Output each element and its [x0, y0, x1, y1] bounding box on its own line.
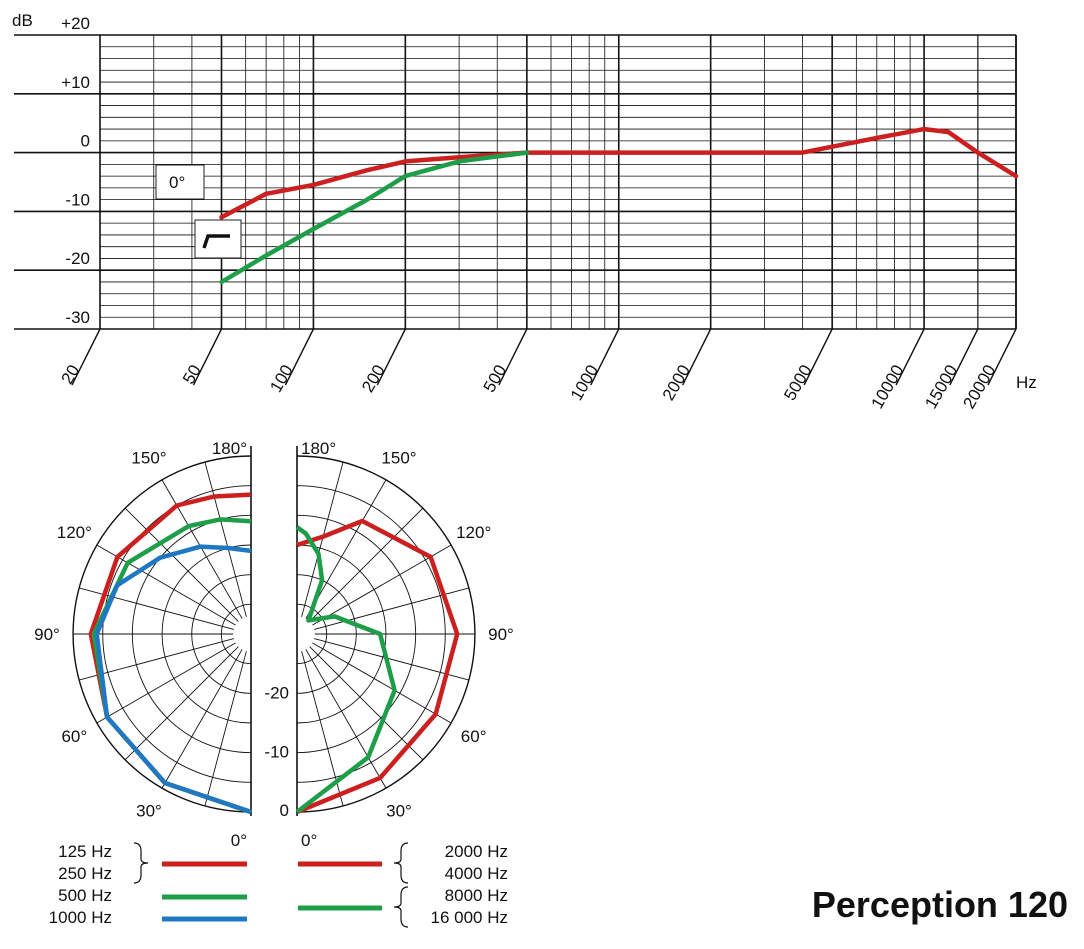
- x-tick-line: [71, 328, 101, 386]
- polar-spoke: [124, 646, 239, 761]
- legend-label: 2000 Hz: [445, 842, 508, 861]
- y-axis-unit: dB: [12, 11, 33, 30]
- polar-spoke: [96, 544, 236, 626]
- legend-label: 1000 Hz: [49, 908, 112, 927]
- polar-spoke: [124, 507, 239, 622]
- polar-curve-left-red: [88, 492, 252, 815]
- legend: 125 Hz 250 Hz 500 Hz 1000 Hz 2000 Hz 4000 Hz 8…: [49, 842, 509, 928]
- polar-spoke: [161, 479, 243, 619]
- y-tick-label: -20: [65, 249, 90, 268]
- polar-spoke: [96, 642, 236, 724]
- legend-brace: [393, 842, 409, 884]
- x-tick-line: [949, 328, 979, 386]
- x-tick-label: 200: [358, 362, 389, 396]
- polar-angle-label: 150°: [131, 448, 166, 467]
- polar-curve-right-green: [295, 525, 397, 814]
- polar-db-label: 0: [280, 801, 289, 820]
- polar-spoke: [312, 544, 452, 626]
- x-tick-line: [498, 328, 528, 386]
- polar-pattern-grid: [72, 446, 476, 816]
- legend-brace: [133, 842, 149, 884]
- brand-title: Perception 120: [812, 884, 1068, 925]
- polar-spoke: [204, 461, 247, 617]
- polar-pattern-curves: [88, 492, 460, 815]
- y-tick-label: 0: [81, 132, 90, 151]
- x-tick-line: [803, 328, 833, 386]
- polar-spoke: [314, 638, 470, 681]
- low-cut-filter-icon: [194, 219, 242, 259]
- legend-label: 8000 Hz: [445, 886, 508, 905]
- polar-curve-left-blue: [94, 544, 252, 815]
- x-tick-line: [682, 328, 712, 386]
- polar-curve-right-red: [296, 518, 460, 815]
- y-tick-label: -10: [65, 190, 90, 209]
- y-tick-label: +20: [61, 14, 90, 33]
- polar-angle-label: 90°: [34, 625, 60, 644]
- polar-angle-label: 120°: [57, 523, 92, 542]
- polar-angle-label: 60°: [61, 727, 87, 746]
- response-curve-green: [219, 150, 530, 285]
- x-tick-label: 1000: [567, 362, 602, 404]
- polar-spoke: [78, 638, 234, 681]
- angle-label: 0°: [169, 173, 185, 192]
- polar-angle-label: 60°: [461, 727, 487, 746]
- x-tick-line: [192, 328, 223, 386]
- legend-label: 4000 Hz: [445, 864, 508, 883]
- polar-angle-label: 30°: [136, 802, 162, 821]
- x-tick-label: 500: [480, 362, 511, 396]
- polar-db-label: -10: [264, 742, 289, 761]
- x-tick-line: [376, 328, 406, 386]
- x-tick-label: 20000: [959, 362, 999, 412]
- polar-angle-label: 120°: [456, 523, 491, 542]
- legend-brace: [393, 886, 409, 928]
- polar-angle-labels: 180° 150° 120° 90° 60° 30° 0° 180° 150° 120° 90° 60…: [34, 439, 514, 850]
- polar-spoke: [309, 646, 424, 761]
- x-tick-label: 5000: [780, 362, 815, 404]
- polar-spoke: [301, 461, 344, 617]
- frequency-response-curves: [219, 126, 1019, 285]
- x-tick-label: 2000: [659, 362, 694, 404]
- polar-spoke: [204, 651, 247, 807]
- x-tick-label: 50: [179, 362, 205, 388]
- polar-spoke: [161, 649, 243, 789]
- polar-angle-label: 180°: [212, 439, 247, 458]
- polar-spoke: [305, 649, 387, 789]
- polar-spoke: [312, 642, 452, 724]
- x-tick-label: 20: [58, 362, 84, 388]
- polar-angle-label: 0°: [301, 831, 317, 850]
- polar-angle-label: 150°: [381, 448, 416, 467]
- legend-label: 250 Hz: [58, 864, 112, 883]
- x-tick-line: [284, 328, 315, 386]
- x-tick-label: 15000: [921, 362, 961, 412]
- polar-db-label: -20: [264, 684, 289, 703]
- polar-angle-label: 90°: [488, 625, 514, 644]
- y-tick-label: +10: [61, 73, 90, 92]
- y-tick-label: -30: [65, 308, 90, 327]
- polar-spoke: [309, 507, 424, 622]
- response-curve-red: [219, 126, 1019, 220]
- angle-label-box: 0°: [155, 164, 205, 200]
- polar-angle-label: 0°: [231, 831, 247, 850]
- x-tick-label: 100: [266, 362, 297, 396]
- legend-label: 125 Hz: [58, 842, 112, 861]
- polar-angle-label: 180°: [301, 439, 336, 458]
- legend-label: 500 Hz: [58, 886, 112, 905]
- x-axis-unit: Hz: [1016, 373, 1037, 392]
- x-tick-line: [590, 328, 620, 386]
- legend-label: 16 000 Hz: [431, 908, 509, 927]
- polar-angle-label: 30°: [386, 802, 412, 821]
- x-tick-line: [987, 328, 1017, 386]
- x-tick-line: [895, 328, 925, 386]
- x-tick-label: 10000: [867, 362, 907, 412]
